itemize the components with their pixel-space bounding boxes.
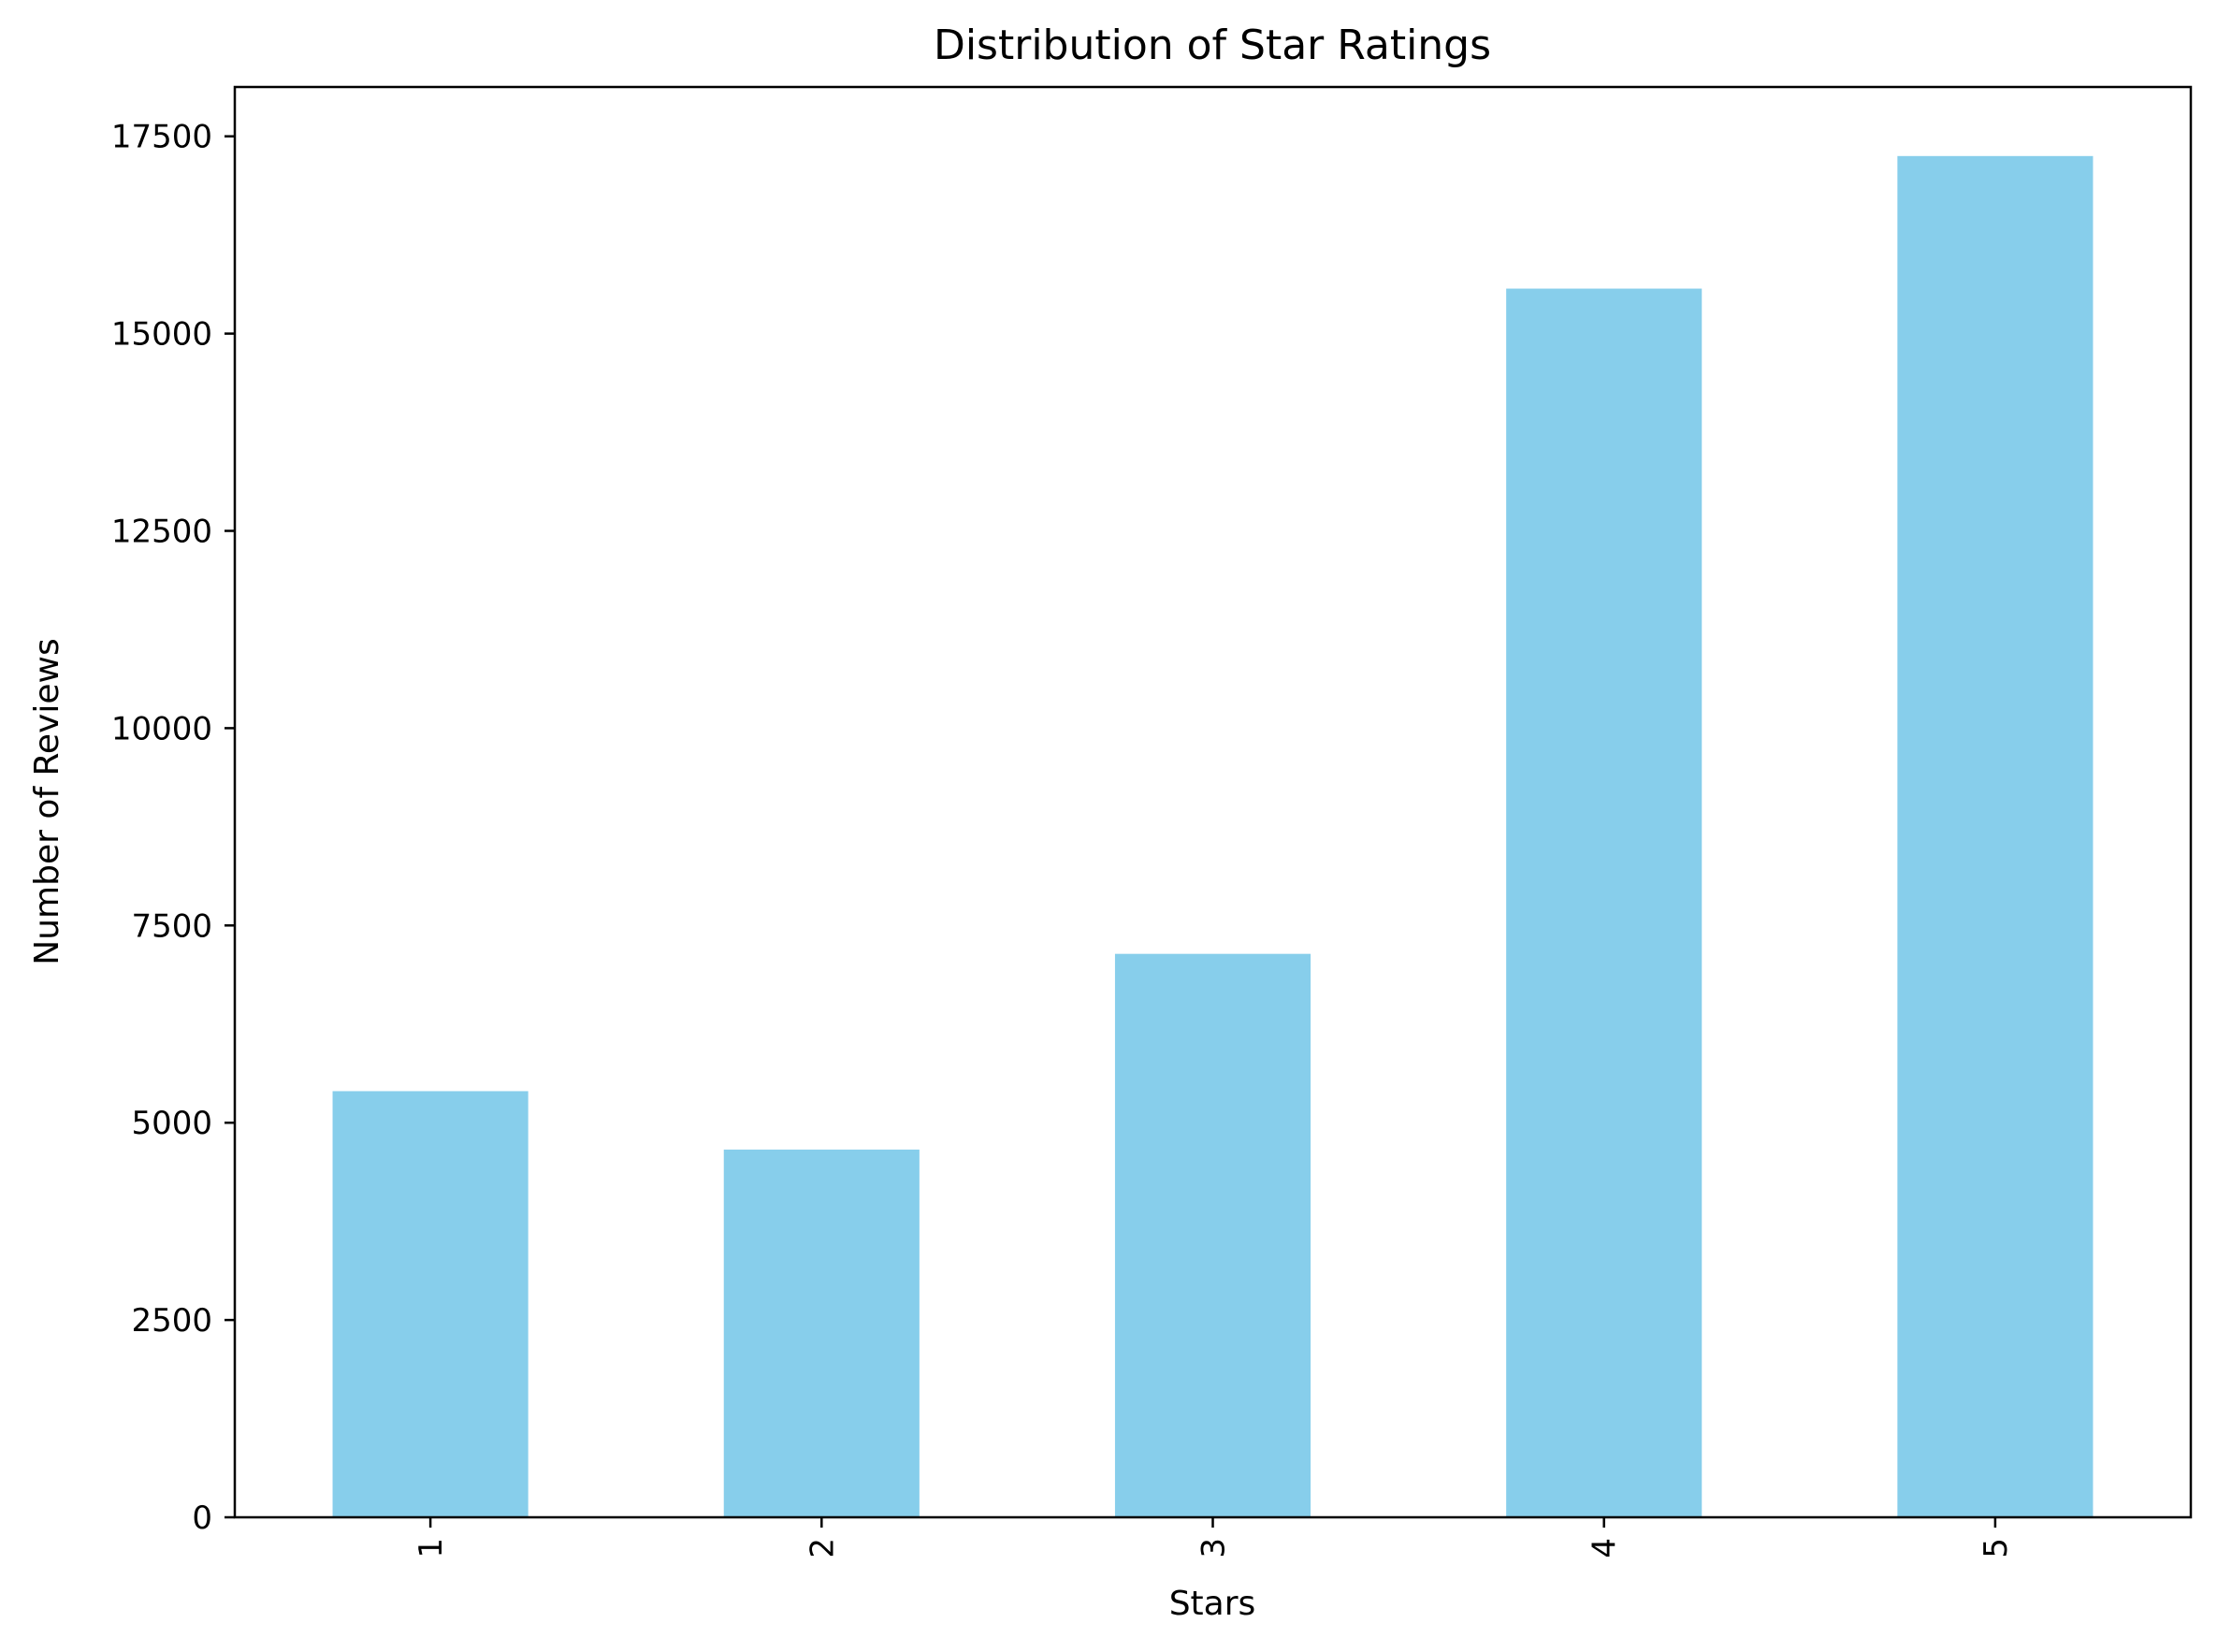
x-axis-ticks: 1 2 3 4 5 [413, 1517, 2015, 1558]
bar-1 [332, 1091, 529, 1517]
x-tick-label: 2 [804, 1538, 841, 1558]
x-tick-label: 3 [1195, 1538, 1233, 1558]
x-tick-label: 1 [413, 1538, 450, 1558]
y-tick-label: 2500 [131, 1302, 212, 1340]
plot-area-frame [233, 85, 2193, 1519]
bar-2 [723, 1149, 920, 1517]
x-tick-label: 5 [1978, 1538, 2015, 1558]
y-tick-label: 7500 [131, 907, 212, 945]
y-tick-label: 5000 [131, 1105, 212, 1142]
bar-3 [1114, 953, 1311, 1517]
y-tick-label: 12500 [111, 514, 212, 551]
y-tick-label: 17500 [111, 119, 212, 156]
y-axis-ticks: 0 2500 5000 7500 10000 12500 15000 17500 [111, 119, 235, 1537]
y-axis-label: Number of Reviews [28, 638, 66, 964]
bar-5 [1897, 155, 2094, 1517]
chart-title: Distribution of Star Ratings [934, 22, 1491, 69]
y-tick-label: 0 [192, 1500, 212, 1537]
bars-layer [332, 155, 2094, 1517]
bar-4 [1506, 288, 1703, 1517]
x-axis-label: Stars [1169, 1585, 1256, 1623]
x-tick-label: 4 [1587, 1538, 1624, 1558]
y-tick-label: 10000 [111, 710, 212, 747]
y-tick-label: 15000 [111, 316, 212, 354]
